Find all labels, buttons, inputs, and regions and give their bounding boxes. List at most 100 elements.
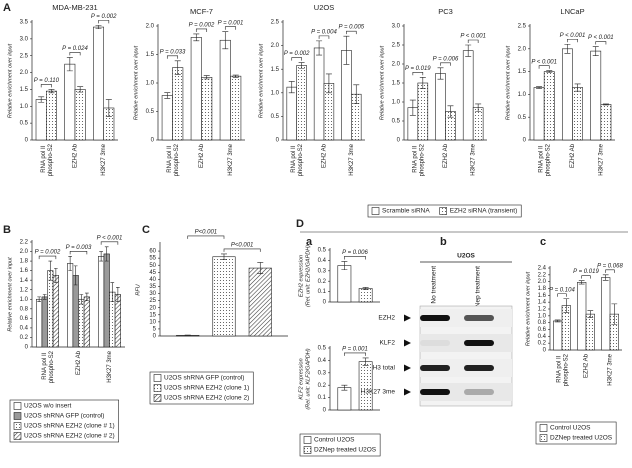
y-tick-label: 1.5 [392, 81, 401, 87]
y-tick-label: 0.5 [518, 115, 527, 121]
x-tick-group: RNA pol II phospho-S2 [412, 143, 425, 176]
bar [533, 87, 545, 141]
x-tick-label: RNA pol II phospho-S2 [556, 353, 569, 386]
y-axis-label: (Rel. unit: EZH2/GAPDH) [305, 245, 311, 307]
bar [462, 50, 474, 141]
error-bar [447, 105, 454, 118]
x-tick-label: H3K27 3me [107, 350, 113, 382]
p-value: P = 0.068 [597, 263, 623, 269]
y-tick-label: 0.3 [318, 370, 327, 376]
y-axis-label: Relative enrichment over input [379, 45, 385, 120]
y-tick-label: 0.5 [271, 114, 280, 120]
x-tick-group: H3K27 3me [471, 143, 477, 175]
bar [358, 361, 373, 411]
error-bar [409, 99, 416, 116]
legend-swatch [13, 432, 22, 440]
bar [35, 99, 47, 141]
legend-swatch [153, 394, 162, 402]
error-bar [316, 40, 323, 56]
legend-label: EZH2 siRNA (transient) [450, 208, 518, 215]
p-value: P = 0.003 [66, 245, 92, 251]
p-value: P = 0.110 [34, 78, 60, 84]
error-bar [288, 81, 295, 94]
error-bar [578, 280, 585, 285]
error-bar [54, 267, 58, 283]
y-tick-label: 0.1 [318, 395, 327, 401]
error-bar [546, 70, 553, 73]
blot-band [420, 340, 450, 346]
blot-arrow [404, 339, 411, 347]
legend-box [367, 204, 522, 218]
bar [337, 265, 352, 303]
bar [337, 387, 352, 411]
legend-label: U2OS shRNA EZH2 (clone 1) [164, 385, 249, 392]
y-tick-label: 0 [151, 138, 155, 144]
blot-band [464, 340, 494, 346]
error-bar [574, 83, 581, 92]
panel-label: C [142, 224, 150, 236]
error-bar [184, 334, 191, 336]
y-tick-label: 0.3 [318, 268, 327, 274]
legend-swatch [371, 207, 380, 215]
legend-swatch [439, 207, 447, 215]
panel-label: a [306, 236, 313, 248]
legend-label: U2OS shRNA GFP (control) [24, 413, 104, 420]
y-tick-label: 0.5 [318, 248, 327, 254]
bracket [412, 72, 424, 76]
bar [74, 89, 86, 141]
y-tick-label: 0.5 [20, 121, 29, 127]
y-tick-label: 0.2 [20, 335, 29, 341]
y-axis-label: KLF2 expression [298, 358, 304, 399]
error-bar [298, 62, 305, 69]
y-tick-label: 2.2 [20, 240, 29, 246]
error-bar [602, 274, 609, 281]
legend-label: DZNep treated U2OS [550, 435, 613, 442]
x-tick-group: EZH2 Ab [76, 350, 82, 375]
y-tick-label: 1.0 [518, 92, 527, 98]
y-tick-label: 0 [153, 334, 157, 340]
y-tick-label: 1.0 [146, 81, 155, 87]
bracket [318, 35, 330, 39]
error-bar [419, 77, 426, 89]
legend-box [9, 399, 119, 443]
blot-row-label: KLF2 [379, 340, 395, 347]
y-tick-label: 0 [397, 138, 401, 144]
bar [36, 298, 43, 348]
error-bar [68, 256, 72, 271]
x-tick-label: H3K27 3me [101, 143, 107, 175]
blot-column: DZNep treatment [475, 266, 482, 316]
panel-label: c [540, 236, 546, 248]
y-tick-label: 0.8 [538, 320, 547, 326]
bracket [557, 293, 567, 297]
y-axis-label: Relative enrichment over input [133, 45, 139, 120]
y-tick-label: 25 [149, 298, 156, 304]
y-tick-label: 5 [153, 327, 157, 333]
chart-title: LNCaP [560, 7, 584, 16]
legend-box [535, 421, 617, 445]
bar [161, 95, 173, 141]
y-tick-label: 1.5 [271, 67, 280, 73]
error-bar [587, 310, 594, 318]
error-bar [193, 33, 200, 42]
y-tick-label: 10 [149, 319, 156, 325]
x-tick-label: EZH2 Ab [199, 143, 205, 168]
bar [78, 298, 85, 348]
y-tick-label: 0.4 [318, 358, 327, 364]
p-value: P = 0.001 [218, 20, 244, 26]
error-bar [42, 294, 47, 300]
y-tick-label: 0.4 [20, 325, 29, 331]
error-bar [95, 25, 102, 30]
legend-label: U2OS shRNA GFP (control) [164, 375, 244, 382]
x-tick-label: H3K27 3me [608, 353, 614, 385]
y-tick-label: 0 [543, 348, 547, 354]
y-tick-label: 1.2 [20, 287, 29, 293]
bracket [69, 251, 88, 255]
p-value: P = 0.033 [160, 49, 186, 55]
error-bar [164, 92, 171, 99]
x-tick-label: RNA pol II phospho-S2 [42, 350, 55, 383]
x-tick-label: EZH2 Ab [76, 350, 82, 375]
y-tick-label: 0 [323, 408, 327, 414]
y-tick-label: 0.6 [20, 316, 29, 322]
p-value: P < 0.001 [560, 33, 586, 39]
bar [577, 282, 587, 351]
